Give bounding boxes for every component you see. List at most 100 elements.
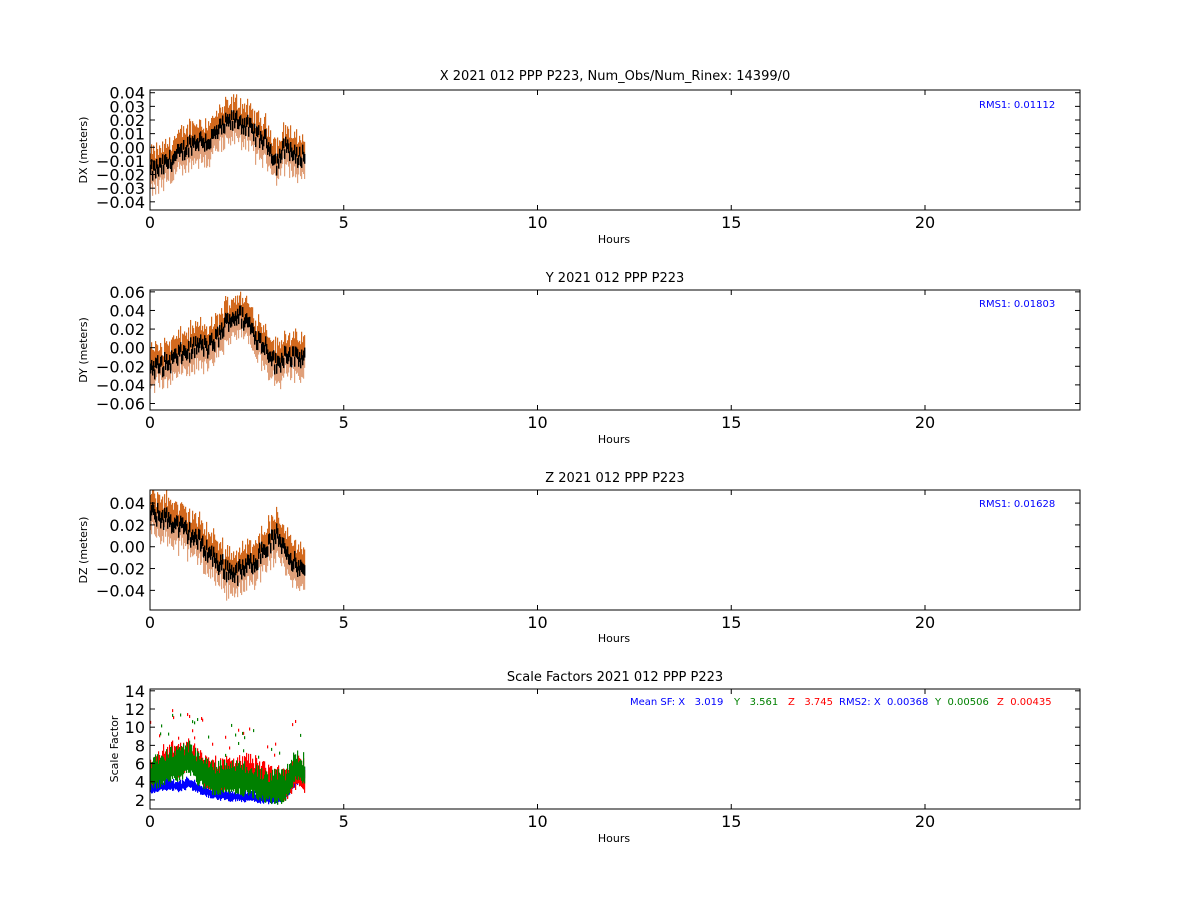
- y-tick-label: 12: [125, 700, 145, 719]
- upper-sigma-points: [150, 490, 306, 577]
- upper-sigma-point: [241, 552, 243, 570]
- sf-outlier-point: [292, 723, 294, 727]
- panel-sf-frame: [149, 688, 1081, 810]
- solution-point: [293, 346, 295, 357]
- upper-sigma-point: [276, 506, 278, 525]
- upper-sigma-point: [237, 109, 239, 121]
- upper-sigma-point: [262, 534, 264, 549]
- solution-point: [220, 329, 222, 340]
- lower-sigma-point: [155, 366, 157, 381]
- solution-point: [255, 137, 257, 148]
- upper-sigma-point: [182, 504, 184, 519]
- solution-point: [157, 355, 159, 366]
- lower-sigma-point: [276, 372, 278, 384]
- sf-point: [203, 787, 205, 795]
- sf-point: [200, 760, 202, 782]
- upper-sigma-point: [230, 308, 232, 319]
- upper-sigma-point: [157, 149, 159, 166]
- upper-sigma-point: [156, 507, 158, 518]
- upper-sigma-point: [208, 334, 210, 346]
- lower-sigma-point: [299, 155, 301, 166]
- lower-sigma-point: [182, 526, 184, 538]
- solution-point: [293, 150, 295, 161]
- x-tick-label: 20: [915, 613, 935, 632]
- sf-point: [255, 768, 257, 794]
- y-tick-label: −0.03: [96, 179, 145, 198]
- lower-sigma-point: [244, 126, 246, 139]
- sf-point: [172, 781, 174, 791]
- lower-sigma-point: [244, 575, 246, 592]
- lower-sigma-point: [193, 345, 195, 365]
- solution-point: [282, 537, 284, 548]
- upper-sigma-point: [154, 150, 156, 162]
- lower-sigma-point: [208, 148, 210, 160]
- panel-dz-plot: 0 5 10 15 200.040.020.00−0.02−0.04: [96, 489, 1081, 632]
- solution-point: [301, 349, 303, 360]
- panel-dx-frame: [149, 89, 1081, 211]
- upper-sigma-point: [241, 113, 243, 126]
- solution-point: [167, 518, 169, 529]
- y-tick-label: 0.04: [109, 301, 145, 320]
- lower-sigma-point: [238, 323, 240, 339]
- upper-sigma-point: [302, 342, 304, 357]
- upper-sigma-point: [247, 538, 249, 556]
- solution-point: [233, 313, 235, 324]
- upper-sigma-point: [244, 103, 246, 119]
- lower-sigma-point: [213, 556, 215, 567]
- upper-sigma-point: [259, 122, 261, 140]
- upper-sigma-point: [163, 152, 165, 166]
- sf-point: [270, 772, 272, 803]
- solution-point: [176, 148, 178, 159]
- solution-point: [265, 547, 267, 558]
- upper-sigma-point: [288, 536, 290, 555]
- solution-point: [256, 339, 258, 350]
- upper-sigma-point: [196, 326, 198, 346]
- solution-point: [269, 351, 271, 362]
- upper-sigma-point: [282, 524, 284, 539]
- lower-sigma-point: [218, 133, 220, 152]
- upper-sigma-point: [277, 337, 279, 357]
- sf-point: [233, 766, 235, 792]
- solution-point: [210, 138, 212, 149]
- lower-sigma-point: [184, 354, 186, 369]
- y-tick-label: 0.04: [109, 84, 145, 103]
- lower-sigma-point: [289, 160, 291, 178]
- lower-sigma-point: [241, 133, 243, 151]
- solution-point: [246, 562, 248, 573]
- upper-sigma-point: [230, 559, 232, 570]
- upper-sigma-point: [282, 344, 284, 357]
- upper-sigma-point: [177, 133, 179, 145]
- solution-point: [243, 320, 245, 331]
- upper-sigma-point: [191, 522, 193, 534]
- upper-sigma-point: [303, 141, 305, 153]
- upper-sigma-point: [174, 339, 176, 350]
- solution-point: [299, 146, 301, 157]
- upper-sigma-point: [263, 325, 265, 344]
- lower-sigma-point: [283, 547, 285, 564]
- x-tick-label: 5: [339, 213, 349, 232]
- solution-point: [209, 139, 211, 150]
- sf-point: [174, 750, 176, 778]
- solution-point: [304, 565, 306, 576]
- lower-sigma-point: [290, 151, 292, 164]
- solution-point: [191, 349, 193, 360]
- lower-sigma-point: [205, 560, 207, 575]
- y-tick-label: −0.04: [96, 193, 145, 212]
- solution-point: [294, 550, 296, 562]
- solution-point: [256, 126, 258, 137]
- lower-sigma-point: [209, 556, 211, 570]
- panel-dz-ylabel: DZ (meters): [77, 517, 90, 584]
- upper-sigma-point: [163, 508, 165, 521]
- sf-point: [198, 784, 200, 792]
- lower-sigma-point: [154, 378, 156, 393]
- solution-point: [295, 153, 297, 164]
- solution-point: [246, 117, 248, 128]
- lower-sigma-point: [180, 525, 182, 536]
- sf-outlier-point: [208, 735, 210, 739]
- solution-point: [162, 509, 164, 521]
- sf-point: [186, 747, 188, 774]
- sf-point: [272, 769, 274, 799]
- solution-point: [271, 153, 273, 164]
- lower-sigma-point: [209, 148, 211, 168]
- lower-sigma-point: [277, 162, 279, 179]
